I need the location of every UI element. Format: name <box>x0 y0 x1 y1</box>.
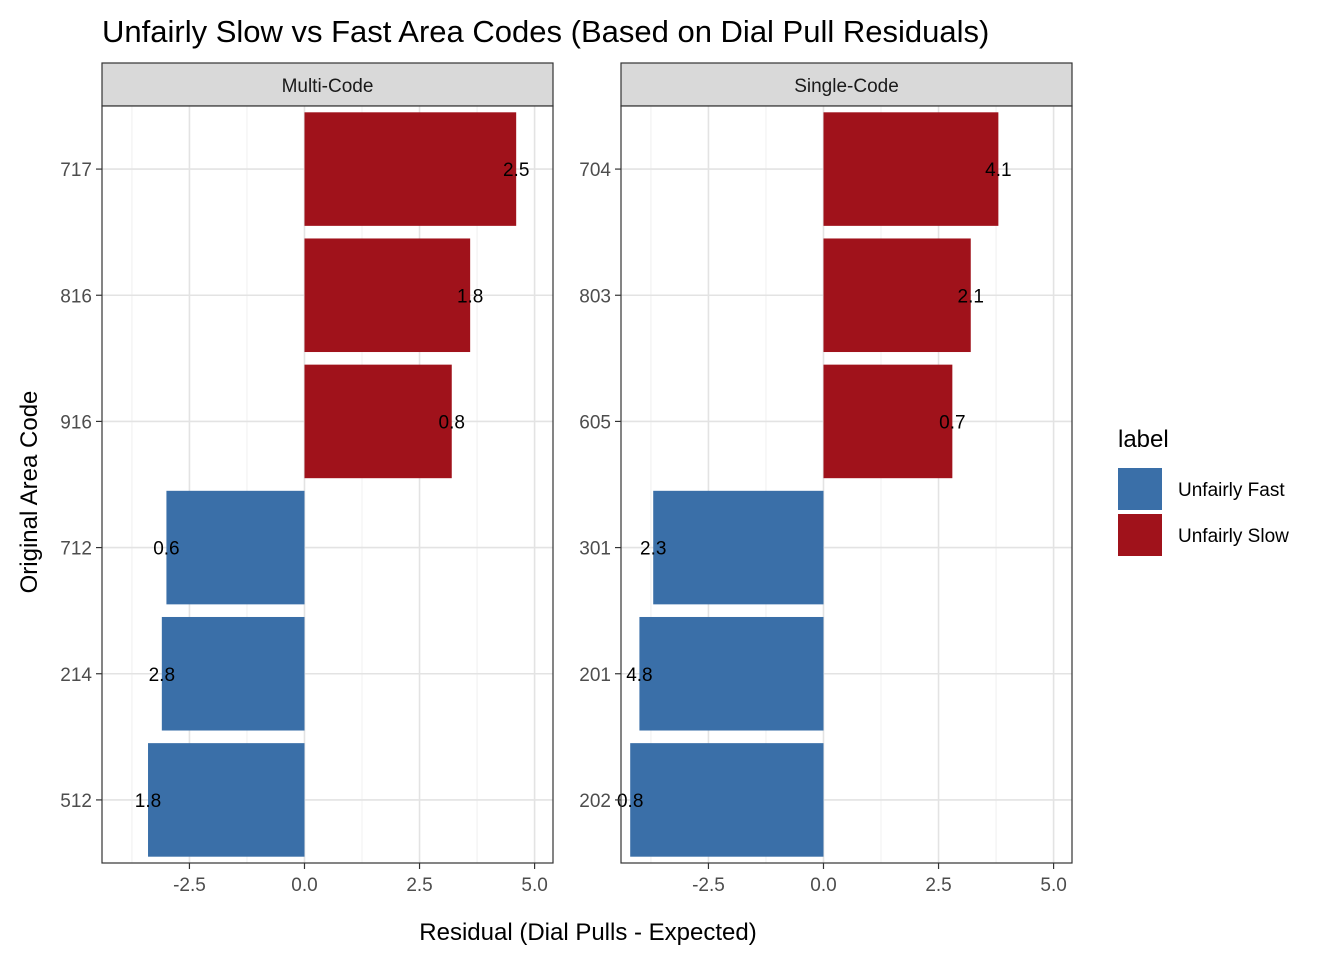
x-axis-title: Residual (Dial Pulls - Expected) <box>419 919 756 946</box>
y-tick-label: 301 <box>579 539 611 560</box>
y-tick-label: 512 <box>60 791 92 812</box>
y-tick-label: 605 <box>579 412 611 433</box>
facet-panels: Multi-Code 2.5 1.8 0.8 0.6 2.8 1.8 717 816 916 712… <box>60 62 1073 896</box>
y-tick-label: 704 <box>579 160 611 181</box>
bar-214 <box>161 616 305 731</box>
legend-label: Unfairly Slow <box>1178 526 1289 547</box>
y-tick-label: 717 <box>60 160 92 181</box>
y-tick-label: 803 <box>579 286 611 307</box>
bar-704 <box>823 112 999 226</box>
data-label-916: 0.8 <box>439 412 465 433</box>
facet-panel-2: Single-Code 4.1 2.1 0.7 2.3 4.8 0.8 704 803 605 30… <box>579 62 1073 896</box>
y-tick-label: 816 <box>60 286 92 307</box>
facet-panel-1: Multi-Code 2.5 1.8 0.8 0.6 2.8 1.8 717 816 916 712… <box>60 62 554 896</box>
y-tick-label: 916 <box>60 412 92 433</box>
y-tick-label: 201 <box>579 665 611 686</box>
data-label-704: 4.1 <box>985 160 1011 181</box>
bar-717 <box>304 112 517 226</box>
legend-title: label <box>1118 426 1169 453</box>
bar-916 <box>304 364 452 479</box>
data-label-816: 1.8 <box>457 286 483 307</box>
chart-title: Unfairly Slow vs Fast Area Codes (Based … <box>102 14 989 49</box>
legend: label Unfairly Fast Unfairly Slow <box>1118 426 1289 556</box>
y-tick-label: 214 <box>60 665 92 686</box>
y-tick-label: 202 <box>579 791 611 812</box>
facet-strip <box>620 62 1073 107</box>
y-axis-title: Original Area Code <box>16 391 43 594</box>
x-tick-label: -2.5 <box>692 875 725 896</box>
panel-border <box>101 105 554 864</box>
data-label-202: 0.8 <box>617 791 643 812</box>
bar-301 <box>653 490 824 605</box>
legend-key <box>1118 468 1162 510</box>
data-label-214: 2.8 <box>149 665 175 686</box>
data-label-717: 2.5 <box>503 160 529 181</box>
facet-strip-label: Single-Code <box>794 76 899 97</box>
data-label-512: 1.8 <box>135 791 161 812</box>
bar-712 <box>166 490 305 605</box>
data-label-605: 0.7 <box>939 412 965 433</box>
x-tick-label: 0.0 <box>291 875 317 896</box>
legend-label: Unfairly Fast <box>1178 480 1285 501</box>
bar-201 <box>639 616 824 731</box>
panel-background <box>102 106 553 863</box>
data-label-803: 2.1 <box>958 286 984 307</box>
panel-border <box>620 105 1073 864</box>
data-label-301: 2.3 <box>640 539 666 560</box>
bar-605 <box>823 364 953 479</box>
bar-512 <box>148 743 305 857</box>
bar-202 <box>630 743 824 857</box>
facet-strip <box>101 62 554 107</box>
x-tick-label: 0.0 <box>810 875 836 896</box>
x-tick-label: 2.5 <box>925 875 951 896</box>
x-tick-label: 5.0 <box>521 875 547 896</box>
x-tick-label: -2.5 <box>173 875 206 896</box>
data-label-201: 4.8 <box>626 665 652 686</box>
x-tick-label: 5.0 <box>1040 875 1066 896</box>
panel-background <box>621 106 1072 863</box>
y-tick-label: 712 <box>60 539 92 560</box>
bar-816 <box>304 238 471 353</box>
legend-key <box>1118 514 1162 556</box>
facet-strip-label: Multi-Code <box>282 76 374 97</box>
x-tick-label: 2.5 <box>406 875 432 896</box>
data-label-712: 0.6 <box>153 539 179 560</box>
bar-803 <box>823 238 971 353</box>
